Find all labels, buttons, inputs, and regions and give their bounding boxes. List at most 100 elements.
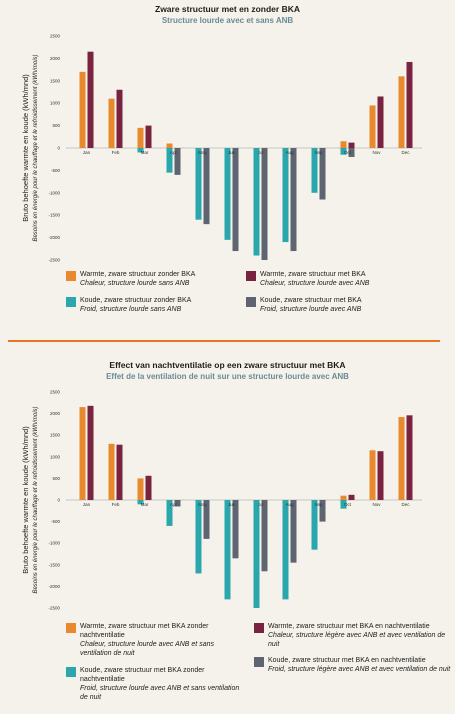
y-tick-label: -1500	[48, 562, 60, 567]
chart-panel-2: Effect van nachtventilatie op een zware …	[0, 354, 455, 714]
bar-aug-s3	[290, 500, 297, 563]
y-tick-label: -2000	[48, 584, 60, 589]
legend-label: Koude, zware structuur met BKA	[260, 297, 362, 304]
x-category-label: Jan	[83, 502, 91, 507]
bar-apr-s0	[166, 143, 173, 148]
x-category-label: Aug	[285, 502, 294, 507]
x-category-label: Jun	[228, 150, 236, 155]
bar-aug-s2	[282, 500, 289, 600]
bar-jun-s2	[224, 148, 231, 240]
x-category-label: Mar	[141, 150, 149, 155]
bar-sep-s2	[311, 500, 318, 550]
x-category-label: Dec	[401, 150, 410, 155]
bar-jan-s0	[79, 407, 86, 500]
bar-may-s3	[203, 500, 210, 539]
y-axis-label-fr: Besoins en énergie pour le chauffage et …	[33, 54, 39, 241]
bar-oct-s2	[340, 148, 347, 155]
bar-dec-s0	[398, 417, 405, 500]
bar-apr-s2	[166, 500, 173, 526]
bar-feb-s1	[116, 89, 123, 148]
bar-apr-s3	[174, 500, 181, 507]
y-tick-label: -500	[51, 519, 61, 524]
bar-may-s3	[203, 148, 210, 225]
legend-item: Warmte, zware structuur met BKA zonder n…	[66, 622, 240, 658]
y-tick-label: 2000	[50, 411, 61, 416]
bar-jun-s2	[224, 500, 231, 600]
legend-label-fr: Froid, structure légère avec ANB et avec…	[268, 666, 451, 673]
bar-nov-s1	[377, 96, 384, 148]
legend-label: Warmte, zware structuur zonder BKA	[80, 271, 196, 278]
bar-apr-s2	[166, 148, 173, 173]
legend-item: Koude, zware structuur zonder BKA Froid, …	[66, 296, 191, 314]
legend-label: Warmte, zware structuur met BKA zonder n…	[80, 623, 209, 639]
legend-item: Warmte, zware structuur zonder BKA Chaleu…	[66, 270, 195, 288]
bar-feb-s0	[108, 443, 115, 500]
bar-dec-s0	[398, 76, 405, 148]
legend-label-fr: Chaleur, structure lourde avec ANB et sa…	[80, 641, 214, 657]
bar-mar-s1	[145, 125, 152, 148]
x-category-label: Oct	[344, 150, 352, 155]
legend-item: Koude, zware structuur met BKA zonder na…	[66, 666, 240, 702]
bar-may-s2	[195, 148, 202, 220]
y-tick-label: 500	[52, 476, 60, 481]
legend-label: Koude, zware structuur zonder BKA	[80, 297, 192, 304]
bar-jan-s0	[79, 71, 86, 148]
y-tick-label: -1500	[48, 213, 60, 218]
x-category-label: Apr	[170, 150, 178, 155]
bar-mar-s0	[137, 127, 144, 148]
bar-jul-s3	[261, 500, 268, 572]
bar-oct-s1	[348, 142, 355, 148]
y-tick-label: 500	[52, 123, 60, 128]
x-category-label: Jul	[258, 150, 264, 155]
x-category-label: Feb	[112, 502, 120, 507]
y-tick-label: -1000	[48, 541, 60, 546]
bar-aug-s2	[282, 148, 289, 243]
bar-jun-s3	[232, 148, 239, 252]
bar-dec-s1	[406, 415, 413, 500]
legend-swatch	[66, 667, 76, 677]
bar-jul-s2	[253, 500, 260, 608]
legend-label-fr: Froid, structure lourde avec ANB et sans…	[80, 685, 240, 701]
legend-label-fr: Chaleur, structure lourde avec ANB	[260, 280, 370, 287]
y-tick-label: 2000	[50, 56, 61, 61]
x-category-label: May	[198, 502, 207, 507]
bar-jun-s3	[232, 500, 239, 559]
bar-sep-s2	[311, 148, 318, 193]
x-category-label: Oct	[344, 502, 352, 507]
legend-label: Koude, zware structuur met BKA zonder na…	[80, 667, 205, 683]
y-tick-label: 0	[57, 146, 60, 151]
y-tick-label: 1000	[50, 454, 61, 459]
x-category-label: Sep	[314, 150, 323, 155]
legend-swatch	[246, 271, 256, 281]
y-tick-label: -2500	[48, 606, 60, 611]
x-category-label: Aug	[285, 150, 294, 155]
bar-mar-s2	[137, 148, 144, 153]
bar-oct-s0	[340, 141, 347, 148]
chart-2-plot: 2500 2000 1500 1000 500 0 -500 -1000 -1500 -2000 -…	[21, 390, 422, 611]
chart-1-title: Zware structuur met en zonder BKA	[155, 4, 300, 14]
y-tick-label: 2500	[50, 390, 61, 395]
y-axis-label: Bruto behoefte warmte en koude (kWh/mnd)	[21, 426, 30, 574]
y-tick-label: 1500	[50, 78, 61, 83]
legend-swatch	[254, 623, 264, 633]
legend-label-fr: Chaleur, structure légère avec ANB et av…	[268, 632, 446, 648]
y-tick-label: -1000	[48, 190, 60, 195]
legend-swatch	[66, 297, 76, 307]
legend-item: Koude, zware structuur met BKA en nachtv…	[254, 656, 453, 674]
bar-apr-s3	[174, 148, 181, 175]
bar-mar-s2	[137, 500, 144, 505]
y-tick-label: -500	[51, 168, 61, 173]
legend-label-fr: Froid, structure lourde sans ANB	[80, 306, 182, 313]
bar-mar-s0	[137, 478, 144, 500]
bar-oct-s0	[340, 495, 347, 500]
y-tick-label: -2000	[48, 235, 60, 240]
y-tick-label: -2500	[48, 258, 60, 263]
legend-swatch	[254, 657, 264, 667]
chart-1-plot: 2500 2000 1500 1000 500 0 -500 -1000 -1500 -2000 -…	[21, 34, 422, 263]
x-category-label: Sep	[314, 502, 323, 507]
bar-feb-s0	[108, 98, 115, 148]
x-category-label: Nov	[372, 150, 381, 155]
bar-dec-s1	[406, 61, 413, 148]
bar-oct-s3	[348, 148, 355, 157]
x-category-label: Apr	[170, 502, 178, 507]
